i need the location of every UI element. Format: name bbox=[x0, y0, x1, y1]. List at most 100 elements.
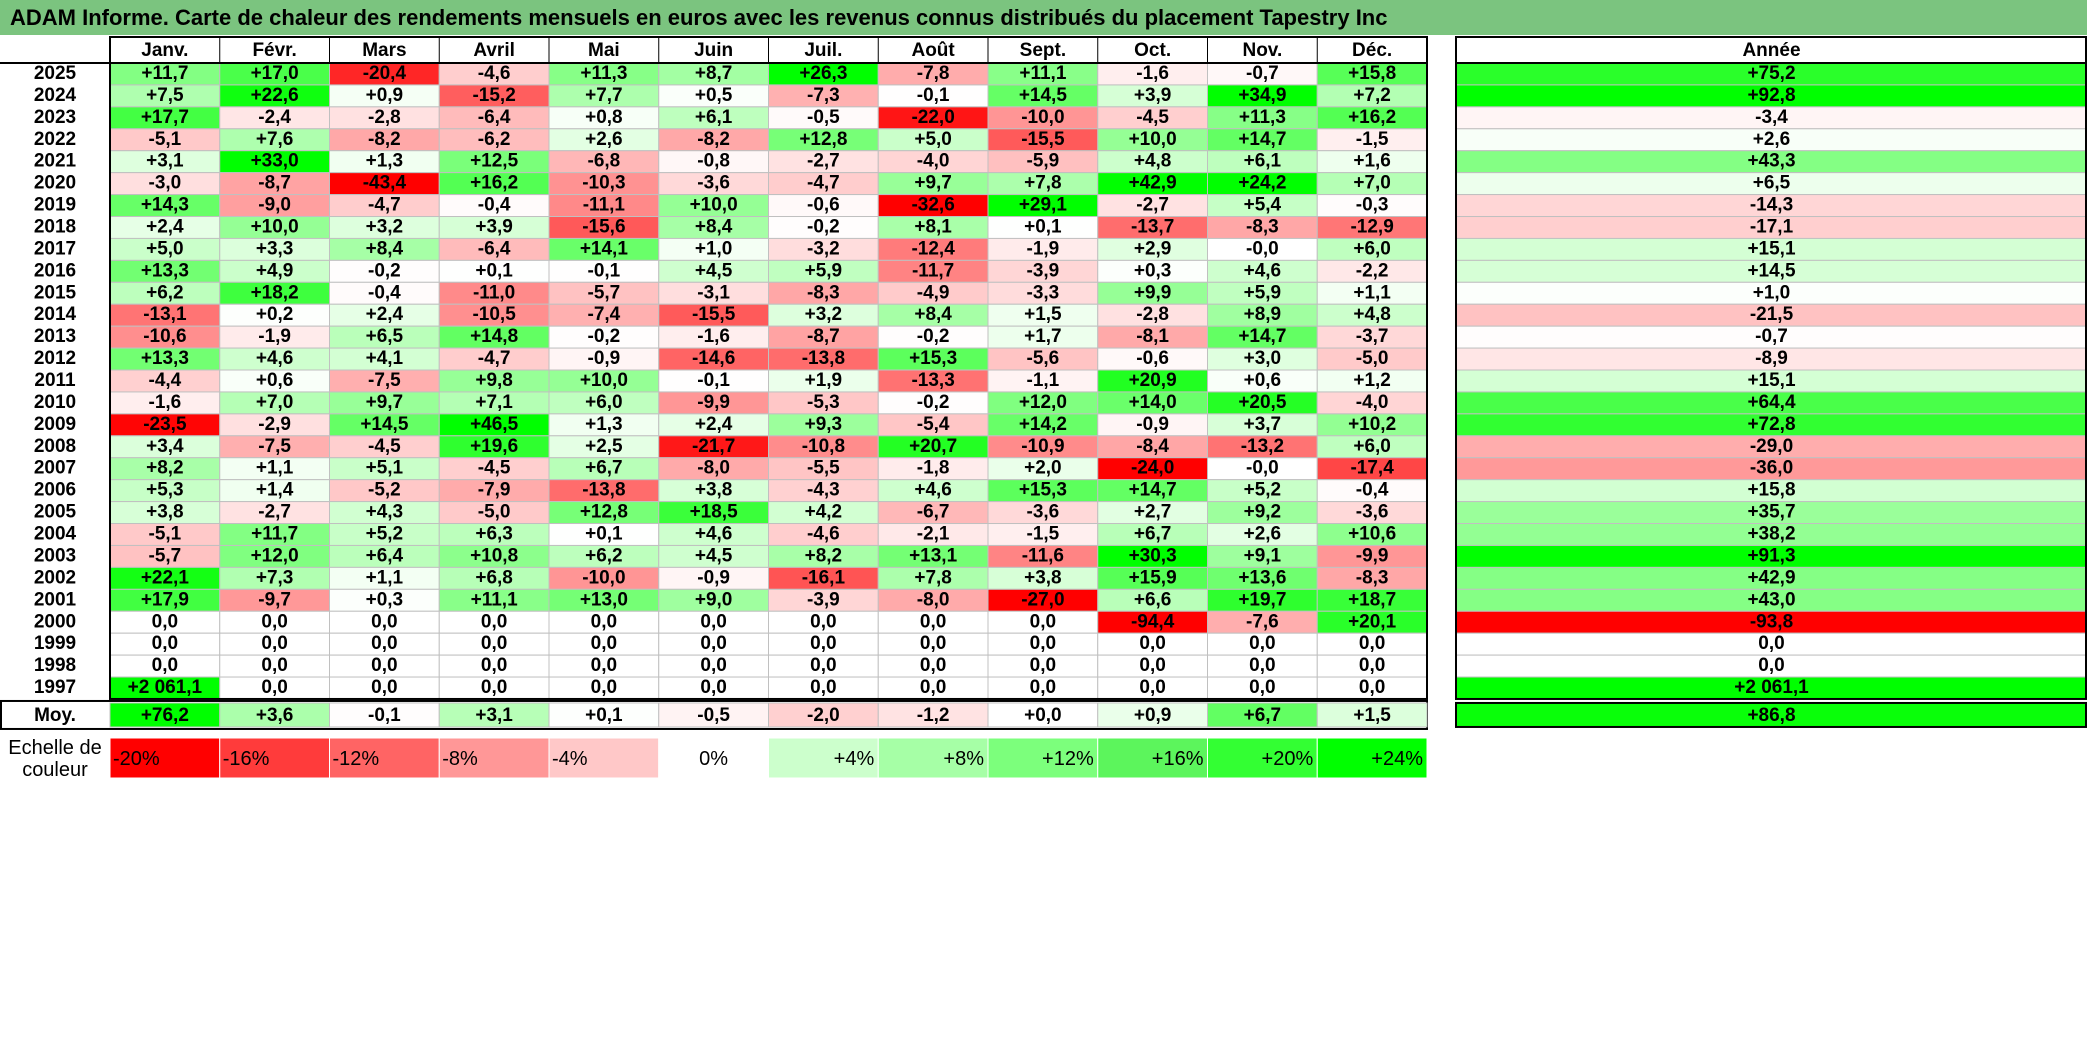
cell-value: +3,7 bbox=[1244, 414, 1282, 435]
cell-value: -9,7 bbox=[258, 589, 291, 610]
cell-value: -1,6 bbox=[149, 392, 182, 413]
cell-value: +18,7 bbox=[1348, 589, 1396, 610]
cell-value: +0,6 bbox=[1244, 370, 1282, 391]
cell-value: +11,1 bbox=[471, 589, 518, 610]
cell-value: -8,0 bbox=[917, 589, 950, 610]
cell-value: +11,1 bbox=[1019, 63, 1066, 84]
cell-value: -5,0 bbox=[478, 502, 511, 523]
cell-value: -3,0 bbox=[149, 173, 182, 194]
cell-value: +1,4 bbox=[256, 480, 294, 501]
cell-value: +13,3 bbox=[141, 260, 189, 281]
cell-value: -15,5 bbox=[692, 304, 736, 325]
cell-value: -0,4 bbox=[1356, 480, 1389, 501]
year-label-2009: 2009 bbox=[34, 414, 76, 435]
cell-value: +6,3 bbox=[475, 524, 513, 545]
cell-value: -1,5 bbox=[1356, 129, 1389, 150]
year-label-2008: 2008 bbox=[34, 436, 76, 457]
year-label-2003: 2003 bbox=[34, 545, 76, 566]
cell-value: -8,7 bbox=[807, 326, 840, 347]
average-cell bbox=[219, 702, 330, 728]
cell-value: 0,0 bbox=[700, 677, 726, 698]
cell-value: -5,1 bbox=[149, 129, 182, 150]
cell-value: +3,9 bbox=[1134, 85, 1172, 106]
year-label-2000: 2000 bbox=[34, 611, 76, 632]
cell-value: -6,7 bbox=[917, 502, 950, 523]
annual-header-box bbox=[1455, 36, 2087, 64]
cell-value: 0,0 bbox=[152, 611, 178, 632]
cell-value: -10,3 bbox=[582, 173, 625, 194]
cell-value: +13,0 bbox=[580, 589, 628, 610]
color-scale-swatch bbox=[1316, 737, 1428, 779]
cell-value: -8,1 bbox=[1136, 326, 1169, 347]
cell-value: 0,0 bbox=[1359, 677, 1385, 698]
cell-value: -13,2 bbox=[1241, 436, 1284, 457]
average-value: +6,7 bbox=[1244, 705, 1282, 726]
cell-value: 0,0 bbox=[1139, 655, 1165, 676]
color-scale-swatch bbox=[768, 737, 879, 779]
cell-value: +13,3 bbox=[141, 348, 189, 369]
cell-value: +8,4 bbox=[695, 217, 733, 238]
year-label-2001: 2001 bbox=[34, 589, 77, 610]
cell-value: -16,1 bbox=[802, 567, 846, 588]
cell-value: -7,6 bbox=[1246, 611, 1279, 632]
cell-value: +11,7 bbox=[251, 524, 298, 545]
cell-value: +6,8 bbox=[475, 567, 513, 588]
cell-value: +2 061,1 bbox=[128, 677, 203, 698]
cell-value: +10,0 bbox=[251, 217, 299, 238]
year-label-1999: 1999 bbox=[34, 633, 76, 654]
cell-value: -13,1 bbox=[143, 304, 187, 325]
cell-value: 0,0 bbox=[371, 633, 397, 654]
cell-value: +7,8 bbox=[914, 567, 952, 588]
cell-value: -0,2 bbox=[368, 260, 401, 281]
cell-value: -13,7 bbox=[1131, 217, 1174, 238]
cell-value: +0,2 bbox=[256, 304, 294, 325]
year-label-2018: 2018 bbox=[34, 217, 76, 238]
cell-value: +7,1 bbox=[475, 392, 513, 413]
annual-value: +92,8 bbox=[1747, 85, 1795, 106]
cell-value: +5,1 bbox=[366, 458, 404, 479]
cell-value: -2,7 bbox=[1136, 195, 1169, 216]
color-scale-stop: +16% bbox=[1152, 748, 1204, 770]
annual-value: +2,6 bbox=[1753, 129, 1791, 150]
cell-value: +15,8 bbox=[1348, 63, 1396, 84]
cell-value: 0,0 bbox=[920, 611, 946, 632]
cell-value: 0,0 bbox=[1249, 677, 1275, 698]
cell-value: -7,3 bbox=[807, 85, 840, 106]
cell-value: +10,0 bbox=[580, 370, 628, 391]
cell-value: -17,4 bbox=[1350, 458, 1394, 479]
cell-value: 0,0 bbox=[1139, 677, 1165, 698]
annual-value: +75,2 bbox=[1747, 63, 1795, 84]
cell-value: +2,4 bbox=[146, 217, 184, 238]
cell-value: +3,2 bbox=[366, 217, 404, 238]
cell-value: +14,5 bbox=[1019, 85, 1068, 106]
cell-value: 0,0 bbox=[261, 611, 287, 632]
cell-value: +5,9 bbox=[805, 260, 843, 281]
cell-value: 0,0 bbox=[700, 611, 726, 632]
cell-value: +7,6 bbox=[256, 129, 294, 150]
cell-value: 0,0 bbox=[810, 655, 836, 676]
cell-value: +14,1 bbox=[580, 238, 629, 259]
cell-value: +5,3 bbox=[146, 480, 184, 501]
average-cell bbox=[768, 702, 879, 728]
cell-value: -13,8 bbox=[802, 348, 845, 369]
year-label-2011: 2011 bbox=[34, 370, 76, 391]
cell-value: +2,6 bbox=[1244, 524, 1282, 545]
cell-value: -15,2 bbox=[472, 85, 515, 106]
year-label-2006: 2006 bbox=[34, 480, 76, 501]
cell-value: +0,3 bbox=[1134, 260, 1172, 281]
cell-value: 0,0 bbox=[1249, 655, 1275, 676]
cell-value: -4,5 bbox=[478, 458, 511, 479]
cell-value: -3,7 bbox=[1356, 326, 1389, 347]
annual-value: +72,8 bbox=[1747, 414, 1795, 435]
month-header-10: Oct. bbox=[1134, 40, 1171, 61]
cell-value: +7,5 bbox=[146, 85, 184, 106]
cell-value: +1,1 bbox=[366, 567, 404, 588]
color-scale-swatch bbox=[1207, 737, 1318, 779]
cell-value: +3,2 bbox=[805, 304, 843, 325]
cell-value: +22,1 bbox=[141, 567, 190, 588]
average-value: -0,1 bbox=[368, 705, 401, 726]
month-header-5: Mai bbox=[588, 40, 620, 61]
cell-value: +9,7 bbox=[914, 173, 952, 194]
cell-value: +11,3 bbox=[580, 63, 627, 84]
cell-value: -8,3 bbox=[1356, 567, 1389, 588]
